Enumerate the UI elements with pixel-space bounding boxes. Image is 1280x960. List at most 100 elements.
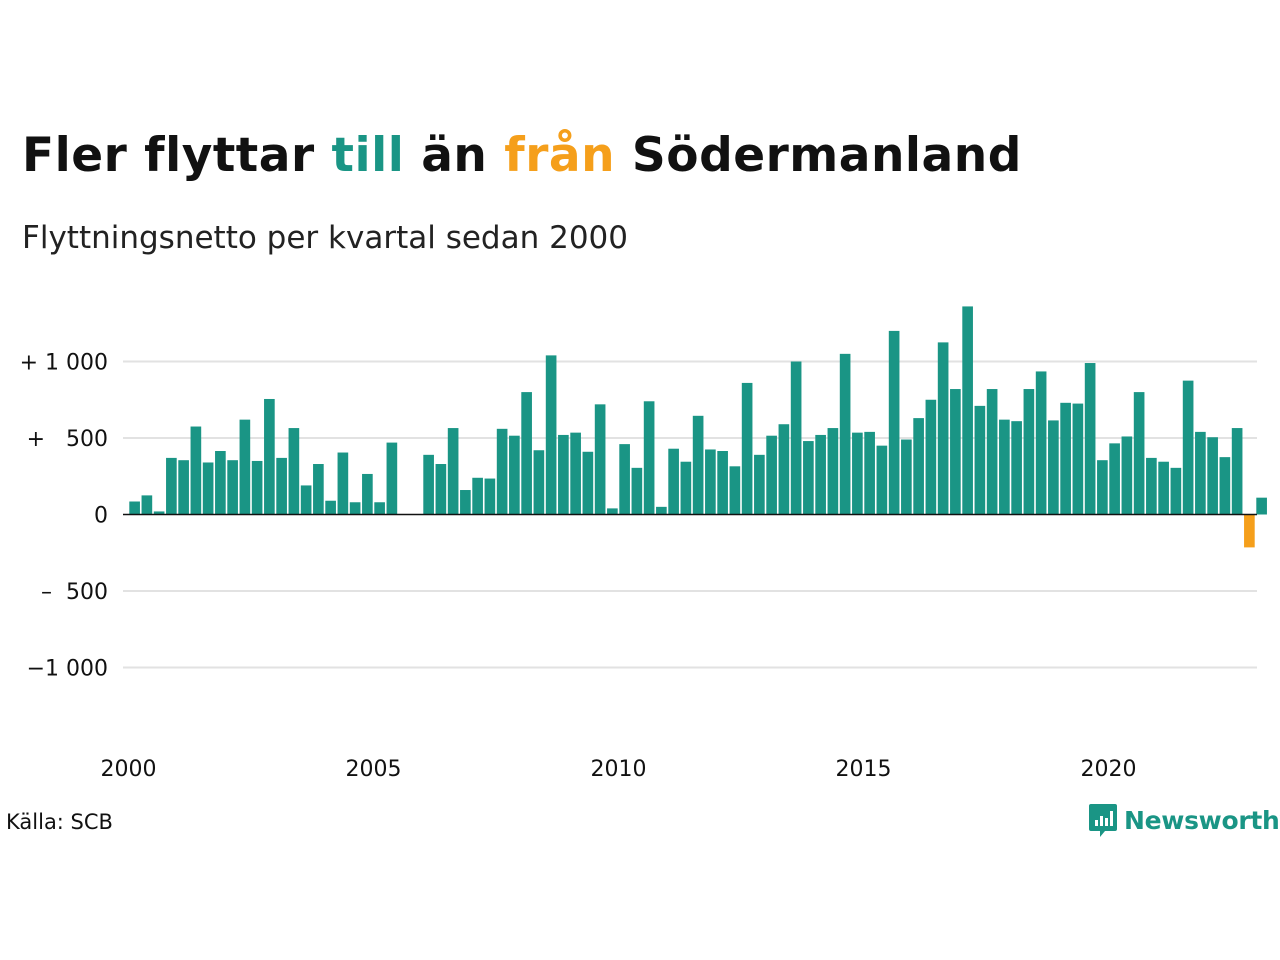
bar bbox=[325, 500, 336, 515]
bar bbox=[423, 454, 434, 515]
chart-title: Fler flyttar till än från Södermanland bbox=[22, 128, 1022, 183]
x-tick-label: 2020 bbox=[1081, 757, 1137, 782]
bar bbox=[362, 473, 373, 515]
bar bbox=[1121, 436, 1133, 515]
title-part-1: Fler flyttar bbox=[22, 128, 332, 183]
bar bbox=[521, 392, 532, 515]
bar bbox=[803, 441, 814, 515]
x-tick-label: 2000 bbox=[101, 757, 157, 782]
bar bbox=[349, 502, 361, 515]
bar bbox=[778, 424, 790, 515]
y-tick-label: + 500 bbox=[27, 427, 108, 452]
bar bbox=[594, 404, 606, 515]
x-tick-label: 2015 bbox=[836, 757, 892, 782]
bars bbox=[123, 306, 1267, 548]
bar bbox=[999, 419, 1010, 515]
y-tick-label: + 1 000 bbox=[20, 351, 108, 376]
bar bbox=[190, 426, 202, 515]
bar bbox=[435, 464, 447, 515]
bar bbox=[643, 401, 655, 515]
bar bbox=[386, 442, 398, 515]
bar bbox=[1023, 389, 1035, 515]
title-highlight-in: till bbox=[331, 128, 405, 183]
bar bbox=[1219, 457, 1231, 515]
bar bbox=[607, 508, 618, 515]
bar bbox=[1182, 380, 1194, 515]
bar bbox=[239, 419, 251, 515]
bar bbox=[815, 434, 826, 515]
bar bbox=[1231, 428, 1243, 515]
source-label: Källa: SCB bbox=[6, 810, 113, 834]
bar bbox=[656, 506, 667, 515]
bar bbox=[864, 431, 875, 515]
bar bbox=[888, 330, 900, 515]
bar bbox=[337, 452, 349, 515]
title-part-2: än bbox=[404, 128, 505, 183]
bar bbox=[129, 501, 140, 515]
bar bbox=[1097, 460, 1108, 515]
title-part-3: Södermanland bbox=[615, 128, 1022, 183]
y-tick-label: 0 bbox=[94, 504, 108, 529]
bar bbox=[852, 432, 863, 515]
bar bbox=[215, 451, 226, 515]
bar bbox=[925, 399, 937, 515]
bar bbox=[974, 405, 986, 515]
bar bbox=[729, 466, 741, 515]
bar bbox=[937, 342, 949, 515]
bar bbox=[827, 428, 839, 515]
bar bbox=[692, 415, 704, 515]
bar bbox=[986, 389, 998, 515]
bar bbox=[202, 462, 214, 515]
bar bbox=[545, 355, 557, 515]
bar bbox=[1048, 420, 1059, 515]
bar bbox=[876, 445, 888, 515]
bar bbox=[141, 495, 153, 515]
bar bbox=[901, 439, 912, 515]
bar bbox=[570, 432, 581, 515]
bar bbox=[1084, 363, 1096, 515]
bar bbox=[680, 461, 692, 515]
bar bbox=[950, 389, 961, 515]
bar bbox=[1207, 437, 1218, 515]
bar bbox=[178, 460, 189, 515]
bar bbox=[631, 467, 643, 515]
newsworthy-logo: Newsworthy bbox=[1088, 802, 1280, 838]
bar bbox=[1035, 371, 1047, 515]
y-tick-label: – 500 bbox=[41, 580, 108, 605]
bar bbox=[962, 306, 973, 515]
x-axis-labels: 2000 2005 2010 2015 2020 bbox=[101, 757, 1137, 782]
bar bbox=[619, 444, 630, 515]
bar bbox=[460, 490, 471, 515]
bar bbox=[166, 457, 177, 515]
bar bbox=[533, 450, 545, 515]
bar bbox=[447, 428, 459, 515]
bar bbox=[717, 451, 728, 515]
bar bbox=[288, 428, 300, 515]
bar bbox=[1256, 497, 1267, 515]
bar bbox=[913, 418, 924, 515]
title-highlight-out: från bbox=[504, 128, 616, 183]
bar bbox=[705, 449, 716, 515]
bar bbox=[582, 451, 594, 515]
bar bbox=[741, 382, 753, 515]
bar bbox=[1195, 431, 1206, 515]
x-tick-label: 2010 bbox=[591, 757, 647, 782]
y-axis-labels: + 1 000 + 500 0 – 500 −1 000 bbox=[20, 351, 108, 682]
bar bbox=[754, 454, 765, 515]
bar bbox=[668, 448, 679, 515]
bar bbox=[839, 353, 851, 515]
x-tick-label: 2005 bbox=[346, 757, 402, 782]
bar bbox=[1170, 467, 1182, 515]
bar bbox=[766, 435, 777, 515]
bar bbox=[153, 511, 165, 515]
bar bbox=[1158, 461, 1169, 515]
bar bbox=[374, 502, 385, 515]
bar bbox=[264, 398, 275, 515]
bar bbox=[1146, 457, 1157, 515]
bar bbox=[1133, 392, 1145, 515]
chart-subtitle: Flyttningsnetto per kvartal sedan 2000 bbox=[22, 220, 628, 256]
bar bbox=[300, 485, 312, 515]
bar bbox=[558, 434, 569, 515]
bar bbox=[1060, 402, 1071, 515]
bar bbox=[313, 464, 324, 515]
